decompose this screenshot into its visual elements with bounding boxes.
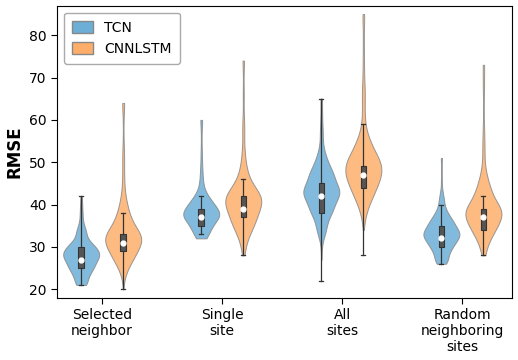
Bar (319, 183, 324, 213)
Bar (481, 209, 486, 230)
Bar (198, 209, 204, 226)
Bar (240, 196, 246, 217)
Legend: TCN, CNNLSTM: TCN, CNNLSTM (64, 13, 180, 64)
Bar (361, 166, 366, 188)
Bar (439, 226, 444, 247)
Y-axis label: RMSE: RMSE (6, 125, 23, 178)
Bar (78, 247, 84, 268)
Bar (121, 234, 126, 251)
